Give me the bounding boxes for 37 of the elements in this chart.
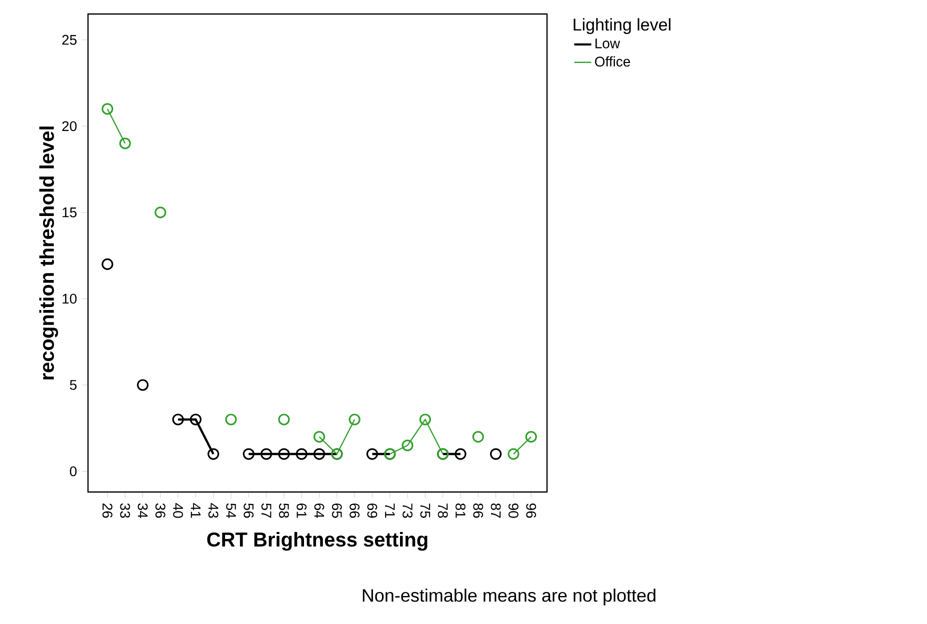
y-tick-label: 15 — [62, 208, 77, 218]
x-tick-label: 43 — [208, 503, 218, 518]
x-tick-label: 40 — [173, 503, 184, 518]
y-tick-label: 25 — [62, 34, 77, 45]
x-tick-label: 41 — [190, 503, 201, 518]
y-axis-title: recognition threshold level — [39, 126, 58, 380]
x-tick-label: 71 — [385, 504, 395, 518]
x-tick-label: 81 — [456, 503, 466, 518]
y-tick-label: 20 — [62, 121, 77, 132]
x-tick-label: 96 — [526, 504, 536, 518]
x-tick-label: 75 — [420, 504, 430, 518]
y-tick-label: 5 — [70, 380, 77, 390]
x-tick-label: 58 — [279, 503, 289, 518]
x-tick-label: 57 — [261, 503, 272, 518]
x-tick-label: 34 — [138, 503, 148, 518]
x-tick-label: 36 — [155, 503, 166, 518]
x-tick-label: 73 — [402, 504, 413, 518]
x-tick-label: 61 — [296, 504, 307, 518]
x-tick-label: 90 — [508, 504, 518, 518]
x-tick-label: 66 — [350, 504, 360, 518]
x-tick-label: 26 — [102, 504, 112, 518]
legend-title: Lighting level — [574, 18, 670, 34]
x-tick-label: 69 — [367, 504, 378, 518]
y-tick-label: 0 — [70, 466, 77, 476]
text: Non-estimable means are not plotted — [362, 588, 656, 606]
x-tick-label: 64 — [314, 504, 324, 518]
x-tick-label: 56 — [244, 503, 254, 518]
y-tick-label: 10 — [62, 294, 77, 304]
legend-label: Low — [596, 38, 620, 48]
x-tick-label: 78 — [438, 504, 448, 518]
x-tick-label: 87 — [490, 503, 501, 518]
x-tick-label: 86 — [473, 503, 484, 518]
x-tick-label: 65 — [332, 504, 342, 518]
x-tick-label: 54 — [226, 503, 236, 518]
x-tick-label: 33 — [120, 503, 130, 518]
x-axis-title: CRT Brightness setting — [207, 532, 428, 551]
legend-label: Office — [595, 56, 630, 67]
